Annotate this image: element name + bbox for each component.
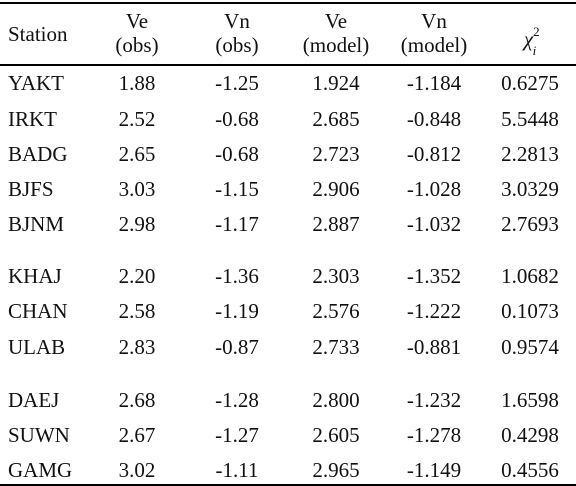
cell-station: CHAN	[8, 299, 68, 323]
cell-ve-obs: 2.67	[118, 423, 156, 447]
header-station-label: Station	[8, 22, 68, 46]
cell-station: DAEJ	[8, 388, 60, 412]
cell-vn-obs: -1.28	[215, 388, 259, 412]
header-chi-squared: χ2 i	[500, 22, 560, 59]
cell-ve-obs: 3.02	[118, 458, 156, 482]
cell-vn-model: -1.232	[406, 388, 462, 412]
cell-ve-obs: 2.65	[118, 142, 156, 166]
cell-ve-obs: 2.20	[118, 264, 156, 288]
header-ve-obs: Ve (obs)	[100, 9, 174, 57]
table-top-rule	[0, 2, 576, 4]
cell-chi-squared: 2.2813	[501, 142, 559, 166]
header-vn-model-line1: Vn	[421, 9, 447, 33]
cell-chi-squared: 5.5448	[501, 107, 559, 131]
cell-ve-model: 2.685	[312, 107, 360, 131]
cell-chi-squared: 3.0329	[501, 177, 559, 201]
cell-ve-model: 2.303	[312, 264, 360, 288]
cell-ve-model: 2.800	[312, 388, 360, 412]
header-ve-model-line2: (model)	[302, 33, 370, 57]
header-ve-model: Ve (model)	[291, 9, 381, 57]
cell-chi-squared: 1.0682	[501, 264, 559, 288]
header-ve-obs-line1: Ve	[125, 9, 149, 33]
header-vn-model-line2: (model)	[400, 33, 468, 57]
cell-vn-obs: -1.36	[215, 264, 259, 288]
cell-station: GAMG	[8, 458, 73, 482]
cell-ve-model: 2.733	[312, 335, 360, 359]
cell-ve-model: 2.965	[312, 458, 360, 482]
header-vn-obs-line1: Vn	[224, 9, 250, 33]
cell-chi-squared: 0.6275	[501, 71, 559, 95]
cell-chi-squared: 0.4298	[501, 423, 559, 447]
cell-ve-model: 2.605	[312, 423, 360, 447]
cell-vn-model: -0.812	[406, 142, 462, 166]
cell-vn-model: -1.149	[406, 458, 462, 482]
cell-vn-model: -1.032	[406, 212, 462, 236]
cell-chi-squared: 2.7693	[501, 212, 559, 236]
header-vn-obs: Vn (obs)	[197, 9, 277, 57]
cell-ve-obs: 3.03	[118, 177, 156, 201]
cell-station: IRKT	[8, 107, 57, 131]
table-header-rule	[0, 64, 576, 66]
cell-ve-obs: 2.83	[118, 335, 156, 359]
cell-vn-obs: -1.15	[215, 177, 259, 201]
cell-chi-squared: 0.1073	[501, 299, 559, 323]
header-vn-obs-line2: (obs)	[215, 33, 259, 57]
cell-vn-model: -0.881	[406, 335, 462, 359]
cell-vn-obs: -0.87	[215, 335, 259, 359]
cell-ve-obs: 2.98	[118, 212, 156, 236]
table-bottom-rule	[0, 484, 576, 486]
cell-ve-model: 2.906	[312, 177, 360, 201]
cell-chi-squared: 0.4556	[501, 458, 559, 482]
cell-ve-model: 2.576	[312, 299, 360, 323]
cell-station: BJFS	[8, 177, 54, 201]
cell-ve-model: 2.887	[312, 212, 360, 236]
header-ve-model-line1: Ve	[324, 9, 348, 33]
chi-superscript: 2	[533, 24, 540, 39]
cell-vn-model: -1.222	[406, 299, 462, 323]
cell-vn-obs: -0.68	[215, 142, 259, 166]
cell-vn-obs: -1.27	[215, 423, 259, 447]
cell-station: ULAB	[8, 335, 66, 359]
cell-ve-model: 1.924	[312, 71, 360, 95]
cell-station: BJNM	[8, 212, 65, 236]
cell-ve-obs: 1.88	[118, 71, 156, 95]
cell-station: KHAJ	[8, 264, 62, 288]
cell-station: YAKT	[8, 71, 64, 95]
cell-ve-model: 2.723	[312, 142, 360, 166]
cell-vn-model: -1.028	[406, 177, 462, 201]
cell-vn-obs: -1.11	[215, 458, 259, 482]
cell-station: BADG	[8, 142, 68, 166]
cell-vn-model: -0.848	[406, 107, 462, 131]
cell-chi-squared: 1.6598	[501, 388, 559, 412]
cell-vn-model: -1.352	[406, 264, 462, 288]
cell-vn-model: -1.184	[406, 71, 462, 95]
header-station: Station	[8, 22, 68, 46]
chi-symbol: χ	[523, 27, 534, 51]
cell-vn-obs: -0.68	[215, 107, 259, 131]
cell-vn-model: -1.278	[406, 423, 462, 447]
chi-subscript: i	[532, 43, 537, 59]
cell-ve-obs: 2.58	[118, 299, 156, 323]
header-ve-obs-line2: (obs)	[115, 33, 159, 57]
cell-vn-obs: -1.17	[215, 212, 259, 236]
cell-ve-obs: 2.52	[118, 107, 156, 131]
header-vn-model: Vn (model)	[389, 9, 479, 57]
cell-ve-obs: 2.68	[118, 388, 156, 412]
cell-chi-squared: 0.9574	[501, 335, 559, 359]
cell-station: SUWN	[8, 423, 70, 447]
cell-vn-obs: -1.25	[215, 71, 259, 95]
cell-vn-obs: -1.19	[215, 299, 259, 323]
